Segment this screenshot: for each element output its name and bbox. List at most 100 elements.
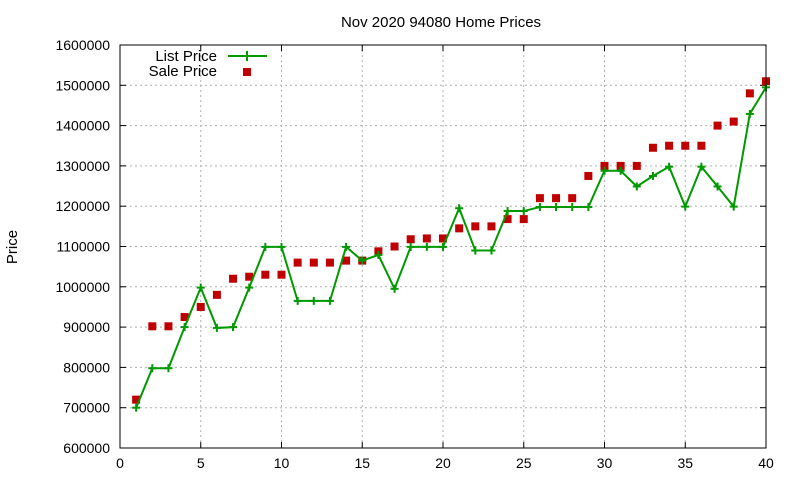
sale-price-point: [519, 215, 528, 224]
sale-price-point: [535, 194, 544, 203]
legend-label-sale-price: Sale Price: [149, 63, 217, 80]
list-price-point: [390, 284, 399, 293]
x-tick-label: 35: [677, 455, 693, 471]
list-price-point: [277, 242, 286, 251]
list-price-point: [342, 242, 351, 251]
y-tick-label: 800000: [63, 359, 110, 375]
list-price-point: [487, 246, 496, 255]
legend-marker-list-price: [242, 51, 252, 61]
list-price-point: [535, 203, 544, 212]
x-tick-label: 25: [516, 455, 532, 471]
sale-price-point: [277, 270, 286, 279]
plot-frame: [119, 44, 767, 449]
sale-price-point: [665, 141, 674, 150]
sale-price-point: [390, 242, 399, 251]
y-tick-label: 1300000: [55, 158, 110, 174]
sale-price-point: [487, 222, 496, 231]
sale-price-point: [568, 194, 577, 203]
list-price-point: [471, 246, 480, 255]
chart-title: Nov 2020 94080 Home Prices: [341, 14, 541, 31]
y-axis-label: Price: [4, 230, 21, 264]
y-tick-label: 1000000: [55, 279, 110, 295]
list-price-point: [229, 323, 238, 332]
list-price-point: [245, 283, 254, 292]
y-tick-label: 1400000: [55, 118, 110, 134]
x-tick-label: 5: [197, 455, 205, 471]
list-price-point: [665, 162, 674, 171]
sale-price-point: [455, 224, 464, 233]
legend: List Price Sale Price: [149, 48, 267, 80]
y-tick-label: 900000: [63, 319, 110, 335]
list-price-point: [552, 203, 561, 212]
sale-price-point: [745, 89, 754, 98]
list-price-point: [261, 242, 270, 251]
list-price-point: [503, 207, 512, 216]
list-price-point: [374, 250, 383, 259]
list-price-point: [164, 364, 173, 373]
list-price-point: [713, 182, 722, 191]
sale-price-point: [648, 143, 657, 152]
list-price-point: [729, 202, 738, 211]
list-price-point: [180, 323, 189, 332]
plot-series: [132, 77, 770, 412]
x-tick-label: 10: [274, 455, 290, 471]
list-price-point: [648, 171, 657, 180]
list-price-point: [358, 256, 367, 265]
list-price-point: [600, 166, 609, 175]
sale-price-point: [422, 234, 431, 243]
sale-price-point: [632, 161, 641, 170]
sale-price-point: [180, 313, 189, 322]
sale-price-point: [261, 270, 270, 279]
y-tick-label: 1100000: [57, 239, 111, 255]
y-tick-label: 1600000: [55, 37, 110, 53]
sale-price-point: [132, 395, 141, 404]
x-tick-label: 15: [354, 455, 370, 471]
sale-price-point: [309, 258, 318, 267]
x-tick-label: 40: [758, 455, 774, 471]
sale-price-point: [503, 215, 512, 224]
sale-price-point: [212, 290, 221, 299]
sale-price-point: [229, 274, 238, 283]
x-tick-label: 20: [435, 455, 451, 471]
sale-price-point: [406, 235, 415, 244]
sale-price-point: [439, 234, 447, 243]
list-price-point: [309, 296, 318, 305]
list-price-point: [568, 203, 577, 212]
x-tick-label: 0: [116, 455, 124, 471]
list-price-point: [681, 202, 690, 211]
legend-label-list-price: List Price: [155, 48, 217, 65]
list-price-point: [422, 242, 431, 251]
list-price-point: [325, 296, 334, 305]
axis-ticks: 600000 700000 800000 900000 1000000 1100000 12…: [55, 37, 774, 471]
list-price-point: [455, 204, 464, 213]
list-price-point: [148, 364, 157, 373]
sale-price-point: [245, 272, 254, 281]
sale-price-point: [196, 302, 205, 311]
y-tick-label: 700000: [63, 400, 110, 416]
list-price-point: [632, 182, 641, 191]
list-price-line: [135, 86, 767, 409]
sale-price-point: [729, 117, 738, 126]
sale-price-point: [164, 322, 173, 331]
sale-price-point: [584, 171, 593, 180]
list-price-point: [212, 323, 221, 332]
sale-price-point: [681, 141, 690, 150]
sale-price-point: [713, 121, 722, 130]
sale-price-point: [552, 194, 561, 203]
list-price-point: [697, 162, 706, 171]
y-tick-label: 600000: [63, 440, 110, 456]
list-price-point: [519, 207, 528, 216]
list-price-point: [439, 242, 447, 251]
list-price-point: [406, 242, 415, 251]
y-tick-label: 1200000: [55, 198, 110, 214]
list-price-point: [132, 403, 141, 412]
sale-price-point: [342, 256, 351, 265]
y-tick-label: 1500000: [55, 77, 110, 93]
list-price-point: [745, 109, 754, 118]
legend-marker-sale-price: [243, 68, 251, 76]
x-tick-label: 30: [597, 455, 613, 471]
list-price-point: [196, 283, 205, 292]
sale-price-point: [148, 322, 157, 331]
list-price-point: [293, 296, 302, 305]
